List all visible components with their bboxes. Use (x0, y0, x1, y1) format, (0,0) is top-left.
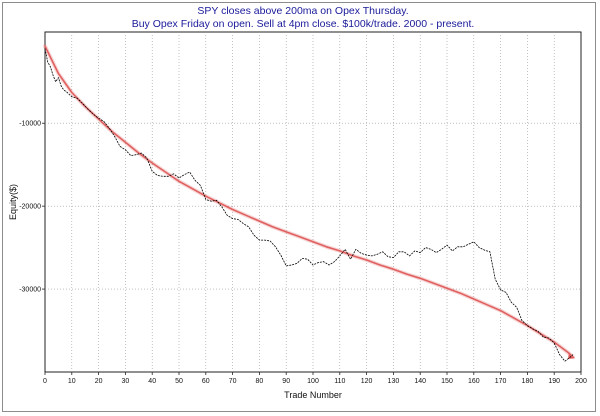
x-tick-label: 20 (95, 378, 103, 385)
y-tick-label: -30000 (19, 287, 41, 294)
plot-area (44, 31, 582, 373)
x-tick-label: 170 (495, 378, 507, 385)
x-tick-label: 70 (229, 378, 237, 385)
series-line-trend (44, 45, 574, 358)
x-tick-label: 200 (575, 378, 587, 385)
y-axis-label: Equity($) (8, 184, 18, 220)
x-tick-label: 120 (361, 378, 373, 385)
x-axis-label: Trade Number (284, 390, 342, 400)
x-tick-label: 10 (68, 378, 76, 385)
x-tick-label: 30 (122, 378, 130, 385)
series-layer (43, 44, 575, 362)
x-tick-label: 0 (43, 378, 47, 385)
x-tick-label: 100 (307, 378, 319, 385)
x-tick-label: 140 (414, 378, 426, 385)
x-tick-label: 150 (441, 378, 453, 385)
x-tick-label: 40 (148, 378, 156, 385)
y-tick-label: -10000 (19, 121, 41, 128)
x-tick-label: 50 (175, 378, 183, 385)
x-tick-label: 90 (282, 378, 290, 385)
x-tick-label: 80 (256, 378, 264, 385)
x-tick-label: 160 (468, 378, 480, 385)
chart-title: SPY closes above 200ma on Opex Thursday. (197, 5, 408, 17)
x-tick-label: 60 (202, 378, 210, 385)
x-tick-label: 130 (388, 378, 400, 385)
y-gridlines (45, 122, 581, 290)
y-tick-label: -20000 (19, 204, 41, 211)
x-tick-label: 180 (522, 378, 534, 385)
x-tick-label: 110 (334, 378, 345, 385)
series-line-equity (44, 48, 574, 362)
chart-subtitle: Buy Opex Friday on open. Sell at 4pm clo… (132, 18, 475, 30)
x-tick-label: 190 (548, 378, 560, 385)
y-axis-ticks: -10000 -20000 -30000 (19, 121, 45, 294)
x-axis-ticks: 0 10 20 30 40 50 60 70 80 90 100 110 120 130 140 150 160… (43, 372, 587, 385)
